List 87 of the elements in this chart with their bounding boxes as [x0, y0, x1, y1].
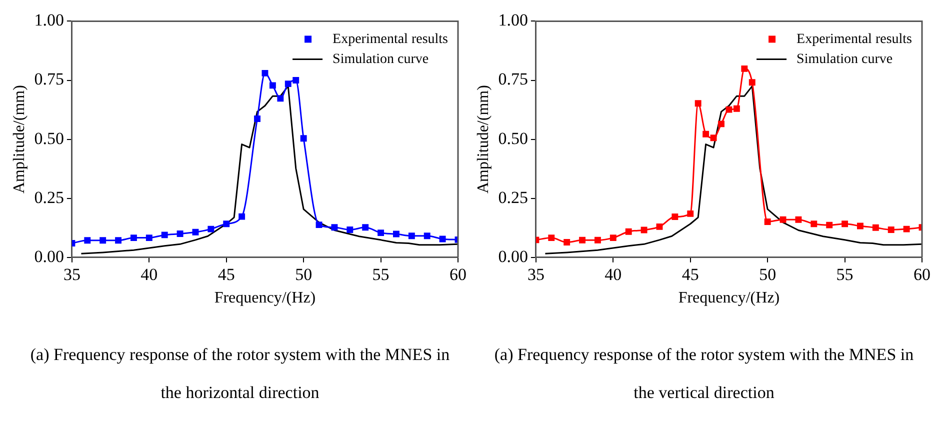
point	[764, 218, 771, 225]
point	[130, 234, 137, 242]
point	[84, 237, 91, 244]
point	[161, 232, 168, 238]
point	[223, 220, 230, 228]
x-tick-label: 50	[295, 265, 312, 284]
x-axis-title: Frequency/(Hz)	[678, 290, 780, 307]
y-tick-label: 1.00	[34, 10, 64, 30]
point	[579, 236, 586, 244]
y-tick-label: 0.00	[498, 246, 528, 266]
x-tick-label: 55	[836, 265, 854, 284]
point	[610, 234, 616, 242]
text: (a) Frequency response of the rotor system with the MNES in the horizontal direction	[29, 344, 451, 404]
point	[726, 106, 732, 113]
x-tick-label: 35	[527, 265, 544, 284]
point	[903, 226, 910, 232]
x-tick-label: 45	[682, 265, 699, 284]
point	[439, 236, 446, 242]
point	[548, 234, 555, 242]
x-tick-label: 40	[140, 265, 158, 284]
point	[625, 228, 632, 235]
x-tick-label: 50	[759, 265, 776, 284]
point	[857, 222, 864, 230]
point	[710, 134, 717, 142]
point	[687, 210, 694, 217]
text: (a) Frequency response of the rotor system with the MNES in the vertical direction	[493, 344, 915, 404]
point	[146, 234, 152, 242]
point	[393, 230, 400, 238]
point	[238, 213, 246, 220]
point	[300, 135, 307, 142]
y-axis-title: Amplitude/(mm)	[474, 85, 492, 194]
point	[780, 216, 786, 223]
y-tick-label: 0.25	[34, 188, 64, 207]
x-tick-label: 40	[604, 265, 622, 284]
x-tick-label: 60	[450, 265, 466, 284]
point	[362, 224, 369, 231]
point	[888, 226, 894, 233]
point	[718, 120, 724, 128]
point	[292, 77, 300, 84]
point	[702, 130, 710, 138]
point	[594, 236, 601, 244]
x-tick-label: 55	[372, 265, 390, 284]
legend-label: Simulation curve	[332, 52, 429, 67]
legend-label: Experimental results	[332, 32, 448, 47]
point	[656, 223, 663, 230]
point	[640, 226, 648, 234]
point	[810, 220, 818, 228]
point	[795, 216, 802, 223]
point	[741, 65, 748, 72]
point	[192, 228, 199, 236]
point	[672, 214, 678, 220]
y-tick-label: 0.50	[498, 128, 528, 148]
point	[284, 80, 292, 88]
x-tick-label: 45	[218, 265, 235, 284]
point	[269, 82, 276, 89]
point	[826, 222, 833, 228]
point	[872, 224, 879, 231]
point	[842, 220, 848, 228]
legend-label: Experimental results	[796, 32, 912, 47]
point	[100, 237, 106, 244]
point	[408, 232, 415, 240]
point	[254, 116, 260, 122]
x-axis-title: Frequency/(Hz)	[214, 290, 316, 307]
point	[208, 226, 214, 232]
point	[564, 239, 570, 246]
point	[748, 79, 756, 86]
point	[694, 100, 702, 107]
point	[378, 230, 384, 236]
y-tick-label: 0.75	[34, 70, 64, 89]
point	[331, 224, 338, 231]
y-tick-label: 0.00	[34, 246, 64, 266]
x-tick-label: 60	[914, 265, 930, 284]
y-axis-title: Amplitude/(mm)	[10, 85, 28, 194]
point	[277, 95, 284, 102]
point	[176, 230, 184, 238]
y-tick-label: 0.75	[498, 70, 528, 89]
point	[346, 226, 354, 233]
point	[262, 70, 268, 76]
y-tick-label: 1.00	[498, 10, 528, 30]
point	[733, 105, 740, 112]
x-tick-label: 35	[63, 265, 80, 284]
legend-label: Simulation curve	[796, 52, 893, 67]
point	[424, 232, 430, 240]
point	[115, 237, 122, 244]
y-tick-label: 0.50	[34, 128, 64, 148]
point	[316, 222, 322, 228]
y-tick-label: 0.25	[498, 188, 528, 207]
